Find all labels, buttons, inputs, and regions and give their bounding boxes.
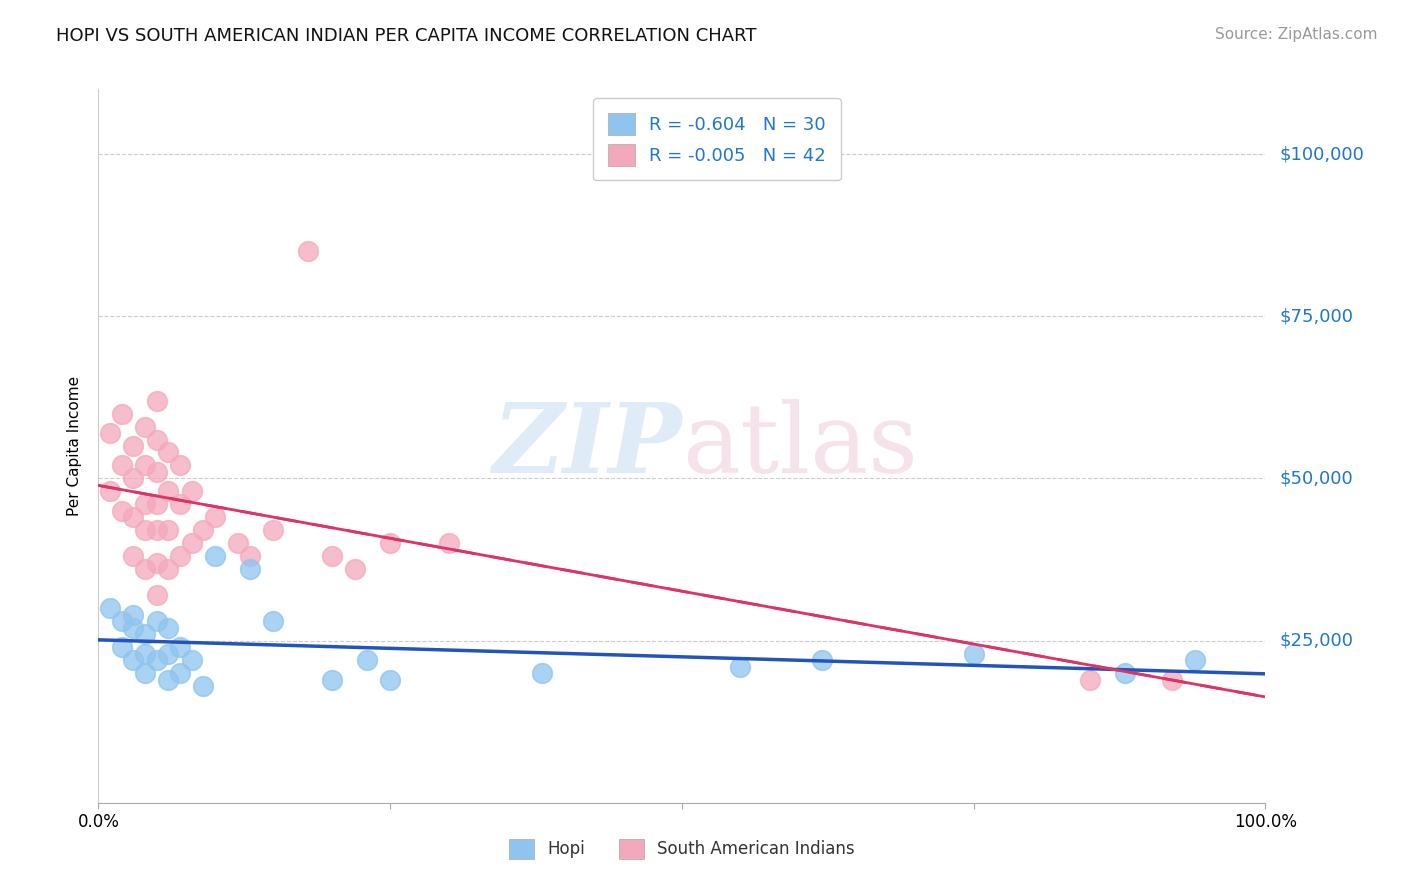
Point: [204, 549, 226, 564]
Text: ZIP: ZIP: [492, 399, 682, 493]
Point: [111, 640, 134, 654]
Point: [146, 588, 169, 602]
Point: [146, 524, 169, 538]
Point: [193, 524, 215, 538]
Point: [169, 666, 191, 681]
Text: Source: ZipAtlas.com: Source: ZipAtlas.com: [1215, 27, 1378, 42]
Point: [157, 524, 180, 538]
Point: [297, 244, 319, 259]
Legend: Hopi, South American Indians: Hopi, South American Indians: [502, 832, 862, 866]
Point: [180, 484, 202, 499]
Point: [111, 614, 134, 628]
Point: [321, 673, 343, 687]
Point: [146, 465, 169, 479]
Point: [730, 659, 752, 673]
Text: $100,000: $100,000: [1279, 145, 1364, 163]
Y-axis label: Per Capita Income: Per Capita Income: [67, 376, 83, 516]
Point: [204, 510, 226, 524]
Point: [380, 673, 402, 687]
Point: [134, 497, 156, 511]
Point: [157, 647, 180, 661]
Point: [134, 524, 156, 538]
Point: [134, 458, 156, 473]
Point: [98, 601, 121, 615]
Point: [134, 666, 156, 681]
Point: [134, 627, 156, 641]
Point: [530, 666, 553, 681]
Point: [380, 536, 402, 550]
Text: $25,000: $25,000: [1279, 632, 1354, 649]
Point: [134, 647, 156, 661]
Point: [122, 549, 145, 564]
Point: [239, 549, 262, 564]
Point: [962, 647, 984, 661]
Point: [228, 536, 250, 550]
Point: [157, 445, 180, 459]
Point: [111, 458, 134, 473]
Point: [122, 471, 145, 485]
Text: $75,000: $75,000: [1279, 307, 1354, 326]
Point: [262, 614, 284, 628]
Point: [169, 640, 191, 654]
Point: [146, 433, 169, 447]
Point: [437, 536, 460, 550]
Point: [122, 439, 145, 453]
Point: [134, 562, 156, 576]
Point: [169, 549, 191, 564]
Point: [180, 536, 202, 550]
Point: [146, 653, 169, 667]
Point: [146, 393, 169, 408]
Point: [98, 484, 121, 499]
Point: [1184, 653, 1206, 667]
Point: [239, 562, 262, 576]
Point: [157, 484, 180, 499]
Point: [146, 497, 169, 511]
Point: [169, 458, 191, 473]
Point: [811, 653, 834, 667]
Point: [157, 673, 180, 687]
Text: atlas: atlas: [682, 399, 918, 493]
Point: [356, 653, 378, 667]
Text: HOPI VS SOUTH AMERICAN INDIAN PER CAPITA INCOME CORRELATION CHART: HOPI VS SOUTH AMERICAN INDIAN PER CAPITA…: [56, 27, 756, 45]
Point: [146, 614, 169, 628]
Point: [111, 407, 134, 421]
Point: [344, 562, 367, 576]
Point: [122, 653, 145, 667]
Point: [1080, 673, 1102, 687]
Point: [111, 504, 134, 518]
Point: [98, 425, 121, 440]
Point: [146, 556, 169, 570]
Point: [122, 607, 145, 622]
Point: [193, 679, 215, 693]
Point: [1114, 666, 1136, 681]
Point: [157, 562, 180, 576]
Point: [169, 497, 191, 511]
Point: [134, 419, 156, 434]
Point: [157, 621, 180, 635]
Point: [122, 621, 145, 635]
Point: [321, 549, 343, 564]
Point: [262, 524, 284, 538]
Point: [122, 510, 145, 524]
Point: [1161, 673, 1184, 687]
Point: [180, 653, 202, 667]
Text: $50,000: $50,000: [1279, 469, 1353, 487]
